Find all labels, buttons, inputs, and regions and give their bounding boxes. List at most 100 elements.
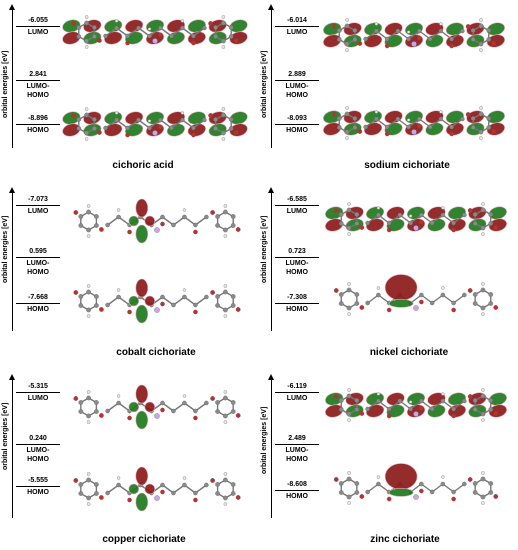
carbon-atom xyxy=(344,129,350,135)
panel-cobalt-cichoriate: orbital energies [eV] -7.073 LUMO 0.595 … xyxy=(0,183,259,366)
metal-atom xyxy=(154,307,160,313)
homo-line xyxy=(275,303,319,304)
lumo-orbital xyxy=(323,18,505,52)
carbon-atom xyxy=(230,214,236,219)
gap-label: LUMO-HOMO xyxy=(26,83,50,99)
energy-axis-arrow xyxy=(268,4,274,10)
lumo-orbital xyxy=(73,384,241,430)
orbital-lobe-positive xyxy=(187,31,206,45)
carbon-atom xyxy=(352,125,358,130)
hydrogen-atom xyxy=(374,22,379,26)
hydrogen-atom xyxy=(147,27,152,31)
lumo-label: LUMO xyxy=(27,395,49,402)
hydrogen-atom xyxy=(345,106,349,110)
orbital-lobe-positive xyxy=(384,274,418,301)
carbon-atom xyxy=(114,25,119,31)
carbon-atom xyxy=(193,408,198,414)
carbon-atom xyxy=(462,212,467,218)
carbon-atom xyxy=(478,23,484,29)
oxygen-atom xyxy=(233,130,239,135)
hydrogen-atom xyxy=(221,107,226,111)
gap-level: 0.240 LUMO-HOMO xyxy=(16,434,60,464)
carbon-atom xyxy=(406,124,411,130)
energy-axis-arrow xyxy=(268,187,274,193)
oxygen-atom xyxy=(235,227,241,232)
carbon-atom xyxy=(169,125,174,131)
carbon-atom xyxy=(462,292,467,298)
hydrogen-atom xyxy=(116,394,121,398)
carbon-atom xyxy=(384,36,390,42)
carbon-atom xyxy=(365,406,370,412)
bond xyxy=(173,296,185,306)
panel-zinc-cichoriate: orbital energies [eV] -6.119 LUMO 2.489 … xyxy=(259,366,518,549)
bond xyxy=(149,119,161,129)
bond xyxy=(171,27,183,37)
hydrogen-atom xyxy=(114,111,119,115)
carbon-atom xyxy=(86,307,91,313)
orbital-lobe-positive xyxy=(488,218,507,232)
panel-title: cichoric acid xyxy=(112,160,174,171)
hydrogen-atom xyxy=(116,208,121,212)
homo-line xyxy=(16,486,60,487)
carbon-atom xyxy=(86,495,91,501)
bond xyxy=(107,216,119,226)
gap-label: LUMO-HOMO xyxy=(285,83,309,99)
oxygen-atom xyxy=(127,415,132,421)
gap-energy: 2.889 xyxy=(288,71,306,78)
carbon-atom xyxy=(92,25,97,30)
gap-energy: 0.723 xyxy=(288,248,306,255)
carbon-atom xyxy=(417,28,422,34)
carbon-atom xyxy=(84,20,89,26)
carbon-atom xyxy=(213,25,218,30)
carbon-atom xyxy=(440,292,446,298)
gap-label: LUMO-HOMO xyxy=(285,260,309,276)
orbital-lobe-negative xyxy=(128,215,140,227)
carbon-atom xyxy=(478,41,484,47)
carbon-atom xyxy=(94,303,99,308)
oxygen-atom xyxy=(71,113,77,118)
metal-atom xyxy=(411,41,417,47)
hydrogen-atom xyxy=(182,288,187,292)
carbon-atom xyxy=(354,212,360,217)
hydrogen-atom xyxy=(86,472,91,476)
carbon-atom xyxy=(440,398,446,404)
hydrogen-atom xyxy=(86,204,91,208)
lumo-level: -6.585 LUMO xyxy=(275,195,319,216)
hydrogen-atom xyxy=(347,471,351,475)
carbon-atom xyxy=(462,398,467,404)
hydrogen-atom xyxy=(223,390,228,394)
lumo-label: LUMO xyxy=(286,208,308,215)
lumo-level: -6.119 LUMO xyxy=(275,382,319,403)
bond xyxy=(105,119,117,129)
carbon-atom xyxy=(486,125,492,130)
hydrogen-atom xyxy=(347,282,351,286)
carbon-atom xyxy=(78,491,84,496)
carbon-atom xyxy=(171,408,176,414)
carbon-atom xyxy=(230,409,236,414)
carbon-atom xyxy=(336,116,342,121)
carbon-atom xyxy=(193,222,198,228)
lumo-energy: -6.014 xyxy=(287,17,307,24)
carbon-atom xyxy=(92,34,97,39)
carbon-atom xyxy=(94,409,99,414)
carbon-atom xyxy=(427,36,433,42)
carbon-atom xyxy=(470,28,476,33)
panel-cichoric-acid: orbital energies [eV] -6.055 LUMO 2.841 … xyxy=(0,0,259,183)
oxygen-atom xyxy=(384,43,390,49)
homo-line xyxy=(16,303,60,304)
carbon-atom xyxy=(86,413,91,419)
oxygen-atom xyxy=(193,229,198,235)
carbon-atom xyxy=(488,212,494,217)
bond xyxy=(184,402,196,412)
carbon-atom xyxy=(204,482,209,488)
hydrogen-atom xyxy=(180,19,185,23)
bond xyxy=(162,484,174,494)
metal-atom xyxy=(413,494,419,500)
oxygen-atom xyxy=(386,307,392,313)
oxygen-atom xyxy=(451,227,456,233)
hydrogen-atom xyxy=(406,118,411,122)
carbon-atom xyxy=(472,212,478,217)
hydrogen-atom xyxy=(182,394,187,398)
hydrogen-atom xyxy=(439,110,443,114)
hydrogen-atom xyxy=(406,30,411,34)
